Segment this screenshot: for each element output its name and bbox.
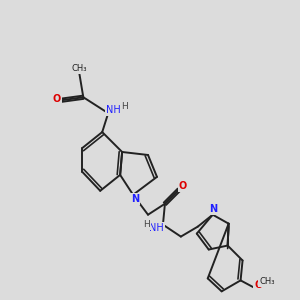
Text: H: H <box>121 102 128 111</box>
Text: O: O <box>178 181 187 191</box>
Text: CH₃: CH₃ <box>72 64 87 74</box>
Text: O: O <box>53 94 61 104</box>
Text: N: N <box>131 194 139 204</box>
Text: H: H <box>143 220 150 229</box>
Text: N: N <box>208 204 217 214</box>
Text: NH: NH <box>106 105 121 115</box>
Text: NH: NH <box>149 223 164 232</box>
Text: O: O <box>254 280 262 290</box>
Text: CH₃: CH₃ <box>259 278 275 286</box>
